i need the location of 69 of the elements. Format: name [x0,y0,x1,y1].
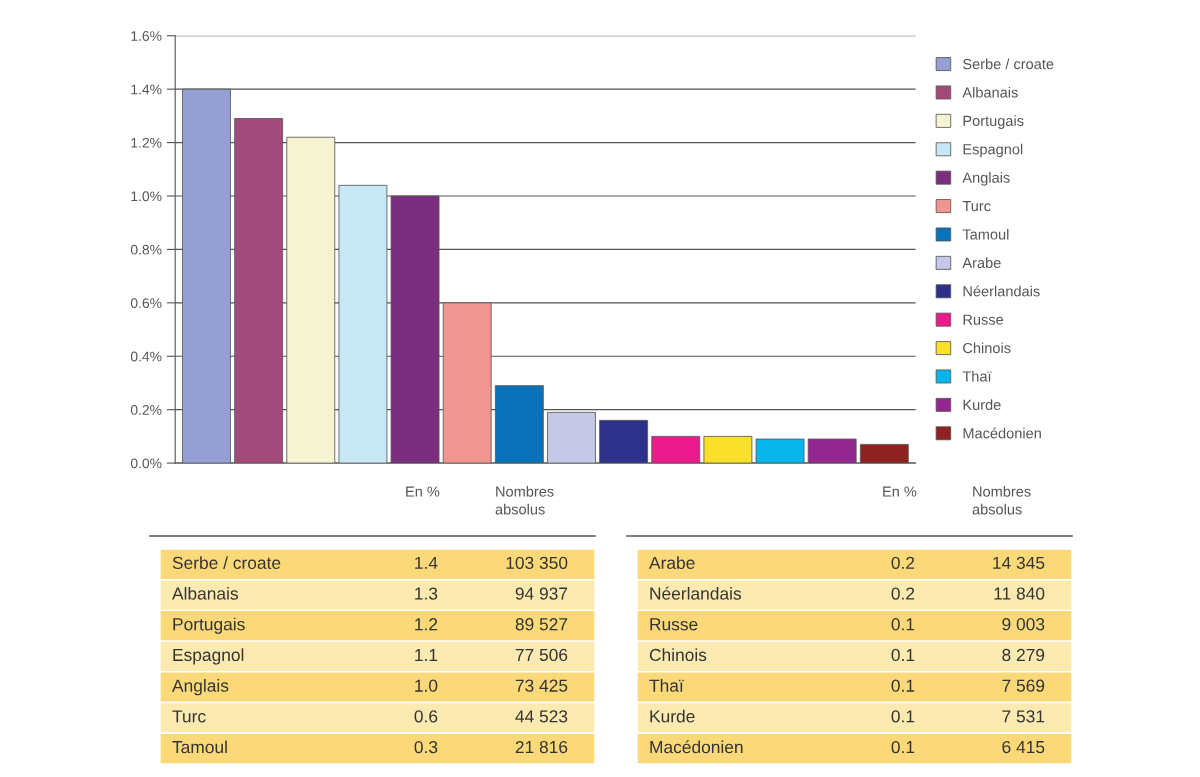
text: Nombres absolus [495,486,554,515]
text: En % [883,486,917,497]
text: Anglais [172,679,229,696]
y-tick-label: 0.4% [130,351,162,362]
text: 0.1 [891,648,915,662]
text: 0.1 [891,740,915,754]
text: 44 523 [515,710,568,723]
text: 11 840 [994,587,1045,600]
text: 1.4 [415,556,438,569]
legend-label: Turc [962,201,991,212]
text: Albanais [172,586,238,600]
text: Tamoul [172,740,227,754]
legend-label: Macédonien [963,427,1041,439]
text: Russe [650,618,698,631]
text: 73 425 [515,679,568,692]
text: Arabe [649,556,695,570]
legend-label: Serbe / croate [963,58,1054,70]
text: Nombres absolus [972,486,1031,515]
text: 0.1 [891,618,915,631]
legend-label: Albanais [962,86,1018,98]
legend-label: Thaï [962,370,992,382]
legend-label: Russe [963,314,1004,325]
text: 6 415 [1002,740,1045,754]
text: 0.1 [891,710,915,723]
text: 0.6 [414,710,438,723]
text: 7 569 [1002,679,1045,692]
legend-label: Arabe [962,257,1001,269]
text: 7 531 [1002,710,1045,723]
legend-label: Kurde [963,399,1001,411]
legend-label: Chinois [963,342,1011,354]
text: Serbe / croate [172,556,281,570]
text: 1.2 [415,618,438,631]
text: 103 350 [506,556,568,570]
y-tick-label: 1.6% [131,31,162,41]
y-tick-label: 1.4% [131,84,162,95]
text: 14 345 [993,556,1045,570]
text: 1.3 [415,587,438,600]
y-tick-label: 0.8% [130,244,162,255]
text: 1.0 [415,679,438,692]
text: 0.3 [414,740,438,754]
text: En % [406,486,440,497]
text: 9 003 [1002,618,1045,631]
text: 0.2 [891,556,915,570]
text: 1.1 [415,649,438,661]
text: 94 937 [515,587,568,600]
legend-label: Espagnol [963,143,1023,158]
text: Chinois [649,648,707,662]
y-tick-label: 0.6% [130,298,162,309]
text: Espagnol [173,648,244,665]
legend-label: Tamoul [962,228,1009,240]
text: 21 816 [515,740,568,754]
y-tick-label: 1.0% [131,191,162,202]
y-tick-label: 0.0% [130,458,162,469]
legend-label: Anglais [962,172,1010,186]
text: Turc [172,710,206,723]
text: Kurde [650,709,695,723]
y-tick-label: 0.2% [130,405,162,415]
text: 77 506 [515,648,568,662]
text: 0.1 [891,679,915,692]
text: Thaï [649,679,684,692]
text: Macédonien [650,740,743,754]
text: 8 279 [1002,648,1045,662]
legend-label: Portugais [963,115,1024,129]
text: 89 527 [515,618,568,631]
legend-label: Néerlandais [963,285,1040,297]
text: 0.2 [891,587,915,600]
text: Néerlandais [650,586,742,600]
y-tick-label: 1.2% [131,137,162,148]
text: Portugais [173,617,245,634]
